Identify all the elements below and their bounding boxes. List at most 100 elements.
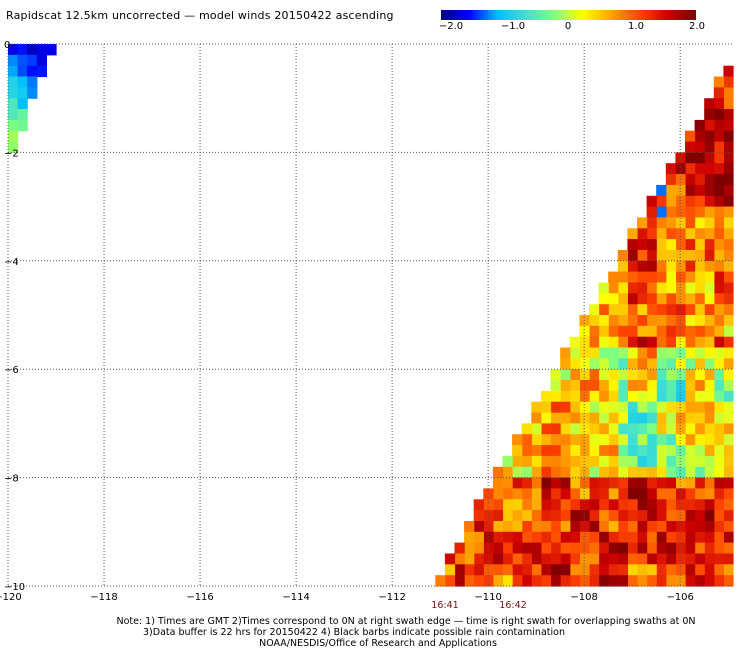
heatmap-cell <box>723 217 734 229</box>
heatmap-cell <box>579 445 590 457</box>
heatmap-cell <box>637 228 648 240</box>
heatmap-cell <box>704 434 715 446</box>
heatmap-cell <box>694 488 705 500</box>
heatmap-cell <box>637 217 648 229</box>
heatmap-cell <box>550 531 561 544</box>
heatmap-cell <box>492 553 504 565</box>
heatmap-cell <box>598 423 609 435</box>
heatmap-cell <box>598 390 609 403</box>
heatmap-cell <box>646 564 657 576</box>
heatmap-cell <box>27 54 38 67</box>
heatmap-cell <box>646 531 657 544</box>
x-tick-label: −110 <box>474 592 501 603</box>
heatmap-cell <box>627 564 638 576</box>
heatmap-cell <box>540 542 552 554</box>
heatmap-cell <box>540 553 552 565</box>
heatmap-cell <box>569 575 580 587</box>
heatmap-cell <box>27 76 38 88</box>
heatmap-cell <box>550 477 561 489</box>
heatmap-cell <box>589 315 600 327</box>
heatmap-cell <box>646 293 657 305</box>
heatmap-cell <box>646 380 657 392</box>
heatmap-cell <box>665 282 676 294</box>
heatmap-cell <box>550 542 561 554</box>
heatmap-cell <box>17 87 28 99</box>
heatmap-cell <box>569 369 580 381</box>
heatmap-cell <box>17 65 28 78</box>
heatmap-cell <box>579 531 590 544</box>
heatmap-cell <box>723 466 734 479</box>
heatmap-cell <box>569 499 580 511</box>
heatmap-cell <box>723 109 734 121</box>
heatmap-cell <box>713 195 724 208</box>
heatmap-cell <box>665 174 676 186</box>
heatmap-cell <box>694 358 705 370</box>
heatmap-cell <box>589 423 600 435</box>
heatmap-cell <box>560 531 571 544</box>
heatmap-cell <box>512 499 523 511</box>
heatmap-cell <box>589 445 600 457</box>
heatmap-cell <box>560 521 571 533</box>
heatmap-cell <box>713 76 724 88</box>
heatmap-cell <box>675 521 686 533</box>
heatmap-cell <box>550 521 561 533</box>
colorbar-tick-label: 2.0 <box>689 21 705 32</box>
heatmap-cell <box>598 510 609 522</box>
heatmap-cell <box>685 390 696 403</box>
heatmap-cell <box>627 542 638 554</box>
heatmap-cell <box>627 260 638 273</box>
heatmap-cell <box>723 239 734 251</box>
heatmap-cell <box>627 358 638 370</box>
heatmap-cell <box>656 553 667 565</box>
heatmap-cell <box>608 542 619 554</box>
heatmap-cell <box>531 499 542 511</box>
heatmap-cell <box>665 434 676 446</box>
heatmap-cell <box>560 510 571 522</box>
heatmap-cell <box>512 542 523 554</box>
heatmap-cell <box>608 499 619 511</box>
heatmap-cell <box>694 564 705 576</box>
heatmap-cell <box>723 163 734 175</box>
heatmap-cell <box>560 358 571 370</box>
heatmap-cell <box>723 401 734 414</box>
heatmap-cell <box>569 510 580 522</box>
heatmap-cell <box>598 336 609 349</box>
heatmap-cell <box>685 304 696 316</box>
heatmap-cell <box>637 510 648 522</box>
heatmap-cell <box>656 390 667 403</box>
heatmap-cell <box>656 228 667 240</box>
heatmap-cell <box>521 445 532 457</box>
heatmap-cell <box>521 455 532 468</box>
heatmap-cell <box>646 358 657 370</box>
heatmap-cell <box>627 434 638 446</box>
heatmap-cell <box>675 217 686 229</box>
heatmap-cell <box>685 228 696 240</box>
heatmap-cell <box>627 315 638 327</box>
heatmap-cell <box>637 304 648 316</box>
heatmap-cell <box>713 152 724 164</box>
heatmap-cell <box>540 401 552 414</box>
heatmap-cell <box>579 423 590 435</box>
heatmap-cell <box>685 499 696 511</box>
heatmap-cell <box>598 521 609 533</box>
heatmap-cell <box>521 434 532 446</box>
heatmap-cell <box>665 499 676 511</box>
heatmap-cell <box>675 271 686 283</box>
heatmap-cell <box>637 531 648 544</box>
heatmap-cell <box>569 542 580 554</box>
heatmap-cell <box>608 423 619 435</box>
heatmap-cell <box>713 206 724 218</box>
heatmap-cell <box>483 499 494 511</box>
heatmap-cell <box>454 553 465 565</box>
heatmap-cell <box>598 466 609 479</box>
heatmap-cell <box>550 380 561 392</box>
heatmap-cell <box>608 315 619 327</box>
heatmap-cell <box>685 369 696 381</box>
heatmap-cell <box>646 488 657 500</box>
heatmap-cell <box>704 260 715 273</box>
heatmap-cell <box>685 206 696 218</box>
heatmap-cell <box>723 315 734 327</box>
heatmap-cell <box>598 564 609 576</box>
heatmap-cell <box>694 510 705 522</box>
